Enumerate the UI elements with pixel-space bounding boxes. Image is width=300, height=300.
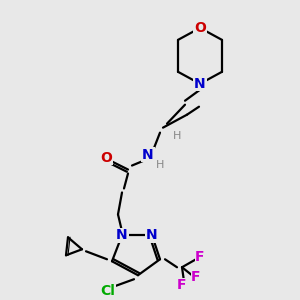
Text: F: F (195, 250, 205, 264)
Text: N: N (194, 77, 206, 91)
Text: H: H (156, 160, 164, 170)
Text: F: F (177, 278, 187, 292)
Text: O: O (100, 151, 112, 165)
Text: N: N (116, 228, 128, 242)
Text: O: O (194, 21, 206, 35)
Text: F: F (191, 270, 201, 284)
Text: N: N (142, 148, 154, 162)
Text: N: N (146, 228, 158, 242)
Text: Cl: Cl (100, 284, 116, 298)
Text: H: H (173, 130, 181, 141)
